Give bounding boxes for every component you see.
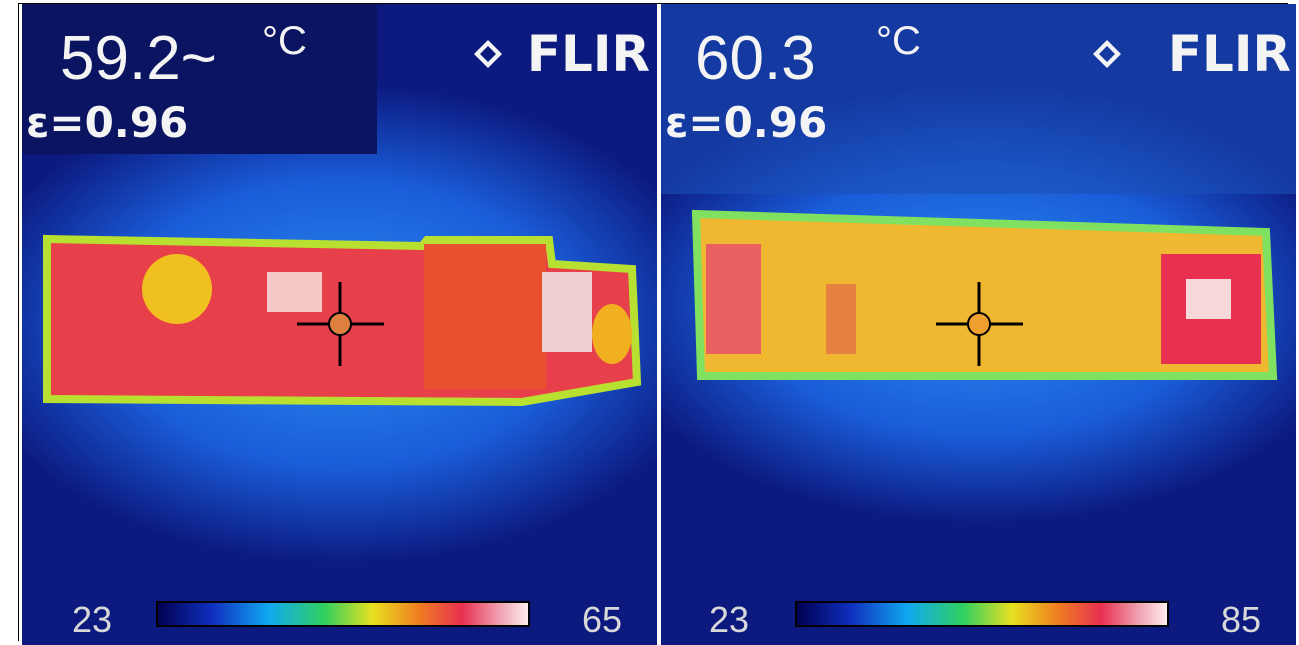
brand-logo: [474, 40, 502, 68]
frame-line: [18, 3, 1288, 4]
emissivity: ε=0.96: [26, 98, 188, 147]
color-scale: [156, 601, 530, 627]
temperature-reading: 60.3: [695, 24, 816, 93]
thermal-image: 59.2~ °C ε=0.96 FLIR 23 65: [22, 4, 657, 645]
scale-min: 23: [72, 599, 112, 640]
scale-max: 85: [1221, 599, 1261, 640]
emissivity: ε=0.96: [665, 98, 827, 147]
thermal-image: 60.3 °C ε=0.96 FLIR 23 85: [661, 4, 1296, 645]
brand: FLIR: [1168, 25, 1291, 83]
brand-logo: [1093, 40, 1121, 68]
scale-max: 65: [582, 599, 622, 640]
frame-line: [18, 3, 19, 641]
temperature-reading: 59.2~: [60, 24, 217, 93]
scale-min: 23: [709, 599, 749, 640]
temperature-unit: °C: [876, 19, 921, 63]
brand: FLIR: [527, 25, 650, 83]
color-scale: [795, 601, 1169, 627]
temperature-unit: °C: [262, 19, 307, 63]
